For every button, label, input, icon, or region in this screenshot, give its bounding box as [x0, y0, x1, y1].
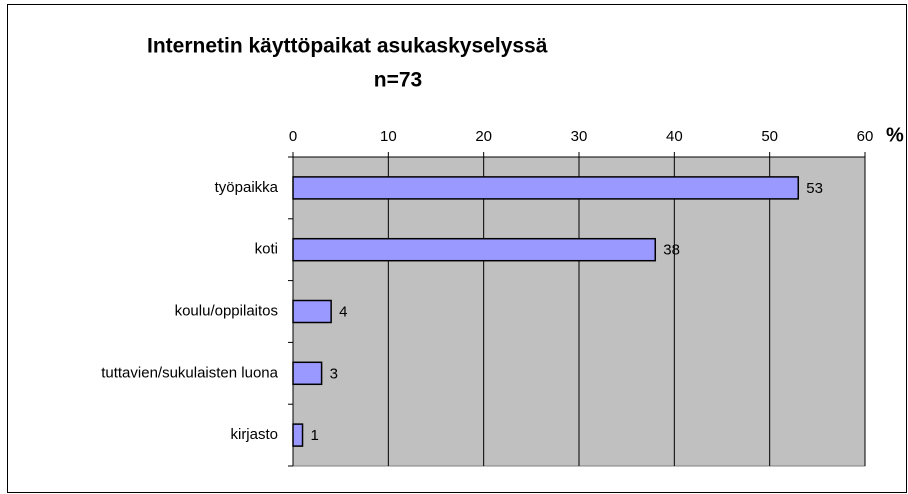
x-axis-label: %	[886, 124, 904, 146]
x-tick-label: 10	[380, 128, 397, 145]
bar	[292, 176, 800, 200]
x-tick-label: 40	[666, 128, 683, 145]
x-tick-label: 0	[289, 128, 297, 145]
x-tick-label: 50	[761, 128, 778, 145]
y-tick-label: kirjasto	[230, 426, 278, 443]
bar	[292, 423, 304, 447]
data-label: 1	[311, 427, 319, 444]
x-tick-label: 20	[475, 128, 492, 145]
y-tick-label: koulu/oppilaitos	[175, 302, 278, 319]
y-tick-label: työpaikka	[215, 179, 279, 196]
data-label: 3	[330, 365, 338, 382]
data-label: 38	[663, 242, 680, 259]
data-label: 53	[806, 180, 823, 197]
bar	[292, 237, 657, 262]
chart-subtitle: n=73	[374, 69, 422, 92]
y-tick-label: tuttavien/sukulaisten luona	[101, 364, 278, 381]
chart-title: Internetin käyttöpaikat asukaskyselyssä	[147, 35, 548, 58]
y-tick-label: koti	[255, 241, 278, 258]
bar	[292, 299, 332, 324]
data-label: 4	[339, 303, 347, 320]
x-tick-label: 30	[571, 128, 588, 145]
x-tick-label: 60	[857, 128, 874, 145]
bar	[292, 361, 323, 386]
